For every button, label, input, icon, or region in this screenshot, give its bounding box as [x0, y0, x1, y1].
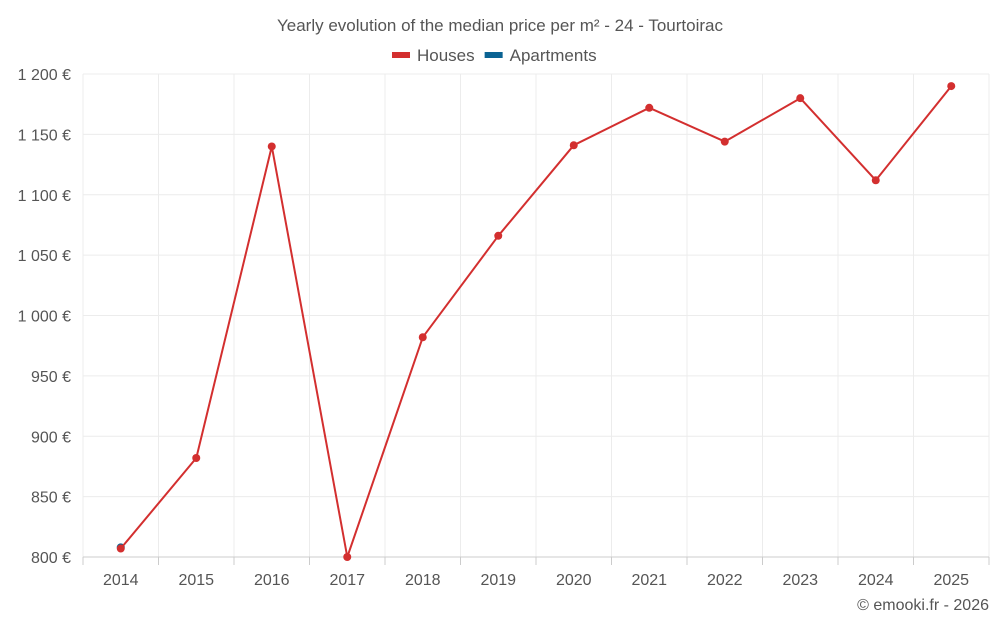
data-point-houses — [267, 142, 276, 151]
y-tick-label: 1 100 € — [18, 188, 71, 205]
data-point-houses — [947, 82, 956, 91]
x-tick-label: 2024 — [858, 572, 894, 589]
data-point-houses — [343, 553, 352, 561]
series-line-houses — [120, 85, 953, 558]
y-tick-label: 1 150 € — [18, 127, 71, 144]
y-tick-label: 800 € — [31, 550, 71, 567]
grid — [82, 73, 990, 565]
chart-title: Yearly evolution of the median price per… — [277, 16, 724, 35]
data-point-houses — [796, 94, 805, 103]
data-point-houses — [116, 544, 125, 553]
series-houses — [116, 82, 956, 561]
data-point-houses — [494, 231, 503, 240]
y-tick-label: 1 050 € — [18, 248, 71, 265]
legend-label-apartments: Apartments — [510, 46, 597, 65]
legend: Houses Apartments — [392, 46, 597, 65]
x-tick-label: 2015 — [178, 572, 214, 589]
data-point-houses — [569, 141, 578, 150]
x-tick-label: 2021 — [631, 572, 667, 589]
tick-labels: 800 € 850 € 900 € 950 € 1 000 € 1 050 € 1 100 … — [18, 67, 970, 589]
data-point-houses — [418, 333, 427, 342]
series-layer — [116, 82, 956, 561]
legend-swatch-houses — [392, 52, 410, 58]
x-tick-label: 2016 — [254, 572, 290, 589]
x-tick-label: 2025 — [933, 572, 969, 589]
x-tick-label: 2014 — [103, 572, 139, 589]
y-tick-label: 1 000 € — [18, 309, 71, 326]
data-point-houses — [871, 176, 880, 185]
x-tick-label: 2019 — [480, 572, 516, 589]
y-tick-label: 850 € — [31, 490, 71, 507]
data-point-houses — [720, 137, 729, 146]
legend-swatch-apartments — [484, 52, 503, 58]
x-tick-label: 2020 — [556, 572, 592, 589]
legend-label-houses: Houses — [417, 46, 475, 65]
x-tick-label: 2018 — [405, 572, 441, 589]
x-tick-label: 2022 — [707, 572, 743, 589]
credit-text: © emooki.fr - 2026 — [857, 597, 989, 614]
data-point-houses — [192, 453, 201, 462]
x-tick-label: 2017 — [329, 572, 365, 589]
y-tick-label: 1 200 € — [18, 67, 71, 84]
y-tick-label: 950 € — [31, 369, 71, 386]
data-point-houses — [645, 103, 654, 112]
y-tick-label: 900 € — [31, 429, 71, 446]
x-tick-label: 2023 — [782, 572, 818, 589]
